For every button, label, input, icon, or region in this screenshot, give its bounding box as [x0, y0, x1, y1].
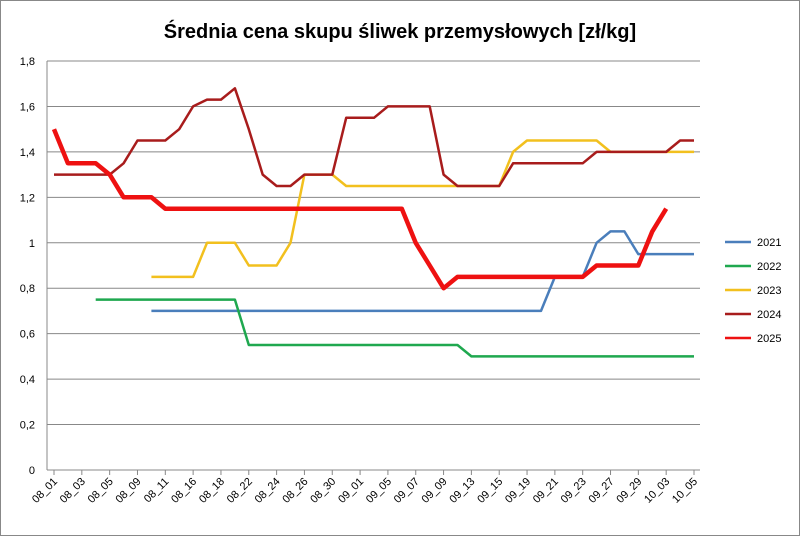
y-tick-label: 1 [29, 238, 35, 250]
legend-label: 2022 [757, 261, 781, 273]
series-line [54, 87, 694, 188]
legend-label: 2023 [757, 285, 781, 297]
y-tick-label: 0,2 [20, 420, 35, 432]
y-tick-label: 0 [29, 465, 35, 477]
y-tick-label: 0,6 [20, 329, 35, 341]
y-tick-label: 0,8 [20, 283, 35, 295]
y-tick-label: 1,8 [20, 56, 35, 68]
y-tick-label: 1,6 [20, 101, 35, 113]
y-tick-label: 1,2 [20, 192, 35, 204]
chart-title: Średnia cena skupu śliwek przemysłowych … [164, 19, 636, 43]
series-line [51, 128, 669, 291]
y-tick-label: 1,4 [20, 147, 35, 159]
series-line [151, 139, 694, 279]
legend-label: 2025 [757, 333, 781, 345]
y-tick-label: 0,4 [20, 374, 35, 386]
legend-label: 2021 [757, 237, 781, 249]
series-line [151, 230, 694, 313]
legend-label: 2024 [757, 309, 781, 321]
series-line [95, 298, 694, 358]
